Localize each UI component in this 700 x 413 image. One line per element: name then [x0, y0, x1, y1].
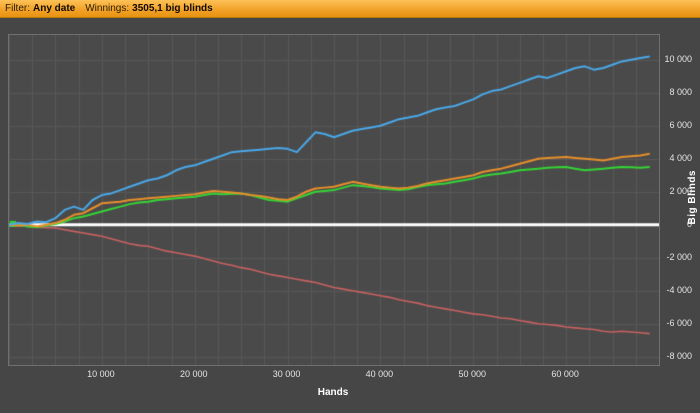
y-axis-title: Big Blinds: [687, 170, 698, 225]
filter-label: Filter:: [5, 3, 30, 14]
chart-area: 10 000 8 000 6 000 4 000 2 000 0 -2 000 -4 000 -…: [0, 18, 700, 413]
y-tick-label: 6 000: [669, 119, 692, 130]
filter-value[interactable]: Any date: [33, 3, 76, 14]
y-tick-label: -6 000: [666, 317, 692, 328]
x-tick-label: 30 000: [272, 369, 301, 379]
winnings-label: Winnings:: [85, 3, 130, 14]
y-tick-label: 4 000: [669, 152, 692, 163]
y-tick-label: 8 000: [669, 86, 692, 97]
y-tick-label: -4 000: [666, 284, 692, 295]
y-tick-label: 0: [686, 218, 692, 229]
x-tick-label: 60 000: [551, 369, 579, 379]
winnings-value: 3505,1 big blinds: [132, 3, 213, 14]
x-tick-label: 10 000: [87, 369, 115, 379]
x-axis-title: Hands: [317, 387, 349, 398]
x-tick-label: 50 000: [458, 369, 487, 379]
filter-bar: Filter: Any date Winnings: 3505,1 big blind…: [0, 0, 700, 18]
x-tick-label: 40 000: [365, 369, 394, 379]
x-tick-label: 20 000: [179, 369, 208, 379]
y-tick-label: -8 000: [666, 350, 692, 361]
winnings-graph-canvas[interactable]: [8, 34, 660, 366]
y-tick-label: 2 000: [669, 185, 692, 196]
y-tick-label: -2 000: [666, 251, 692, 262]
y-tick-label: 10 000: [664, 53, 692, 64]
